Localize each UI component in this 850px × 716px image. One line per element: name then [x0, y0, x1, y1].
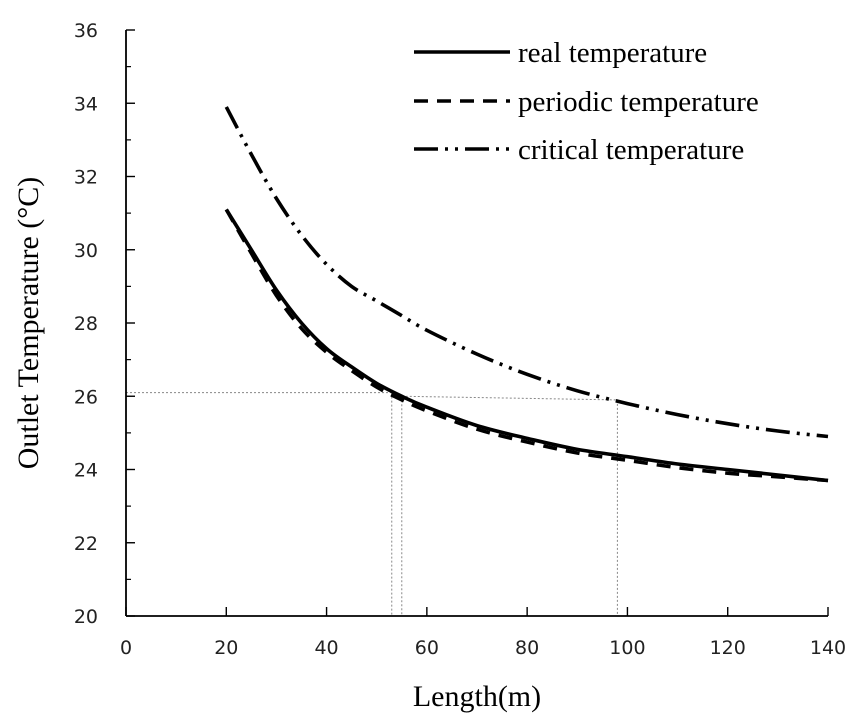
x-tick-label: 120 — [710, 637, 746, 659]
guide-lines — [126, 392, 618, 616]
legend-label-critical-temperature: critical temperature — [518, 134, 744, 166]
y-axis-title: Outlet Temperature (°C) — [12, 177, 45, 470]
y-tick-label: 26 — [74, 386, 98, 408]
y-tick-label: 30 — [74, 240, 98, 262]
series-line-critical-temperature — [224, 106, 829, 439]
y-tick-label: 28 — [74, 313, 98, 335]
x-tick-label: 40 — [314, 637, 338, 659]
legend-label-periodic-temperature: periodic temperature — [518, 86, 759, 118]
x-tick-label: 100 — [609, 637, 645, 659]
series-line-periodic-temperature — [224, 208, 829, 483]
legend: real temperature periodic temperature crit… — [414, 37, 759, 166]
ticks: 20 22 24 26 28 30 32 34 36 0 20 40 60 80 100 120 140 — [74, 20, 846, 659]
x-tick-label: 0 — [120, 637, 132, 659]
series-line-real-temperature — [224, 208, 829, 483]
series-lines — [224, 106, 829, 483]
y-tick-label: 32 — [74, 167, 98, 189]
y-tick-label: 34 — [74, 93, 98, 115]
y-tick-label: 24 — [74, 460, 98, 482]
y-tick-label: 36 — [74, 20, 98, 42]
y-tick-label: 22 — [74, 533, 98, 555]
legend-label-real-temperature: real temperature — [518, 37, 707, 69]
y-tick-label: 20 — [74, 606, 98, 628]
x-tick-label: 20 — [214, 637, 238, 659]
x-axis-title: Length(m) — [413, 680, 541, 713]
x-tick-label: 60 — [415, 637, 439, 659]
guide-line — [401, 395, 618, 401]
x-tick-label: 140 — [810, 637, 846, 659]
x-tick-label: 80 — [515, 637, 539, 659]
